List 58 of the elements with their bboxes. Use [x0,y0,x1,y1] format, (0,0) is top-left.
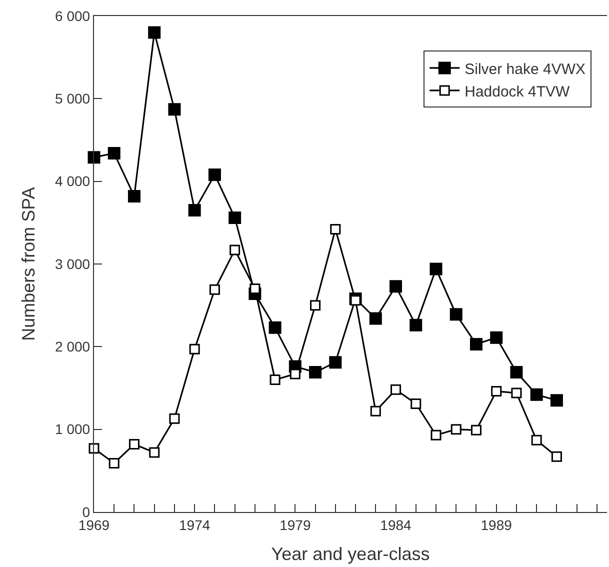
x-tick-label: 1979 [280,516,311,533]
point [330,224,341,235]
point [88,151,100,164]
legend-label: Silver hake 4VWX [464,60,586,78]
y-tick-label: 4 000 [55,173,90,190]
point [169,413,180,424]
point [530,388,543,401]
point [511,388,522,398]
point [88,443,100,454]
legend-label: Haddock 4TVW [464,83,570,100]
point [551,451,562,462]
point [108,146,120,160]
point [188,204,201,217]
point [189,344,200,354]
point [148,26,161,39]
x-axis-title: Year and year-class [271,544,430,564]
point [390,384,402,395]
y-tick-label: 3 000 [55,256,90,272]
point [450,308,462,321]
point [430,430,442,440]
point [149,447,160,458]
point [209,284,220,295]
y-axis-title: Numbers from SPA [18,187,38,341]
point [290,368,300,380]
point [208,168,221,181]
point [370,406,381,416]
point [230,244,240,256]
y-tick-label: 1 000 [55,421,90,438]
point [410,318,422,332]
x-tick-label: 1984 [380,516,412,533]
point [491,386,502,397]
point [470,338,482,350]
point [309,366,322,379]
point [430,262,442,276]
point [410,398,422,409]
point [168,103,181,116]
point [108,458,120,468]
point [450,424,462,435]
point [268,321,282,334]
point [128,438,140,450]
point [369,312,382,325]
point [228,211,242,224]
point [510,366,523,379]
y-tick-label: 2 000 [55,338,90,355]
point [310,300,321,311]
point [329,356,342,369]
point [270,374,280,385]
point [531,434,542,446]
point [470,424,482,436]
point [490,331,503,344]
point [550,394,563,407]
y-tick-label: 6 000 [55,8,90,24]
point [350,295,361,306]
point [128,190,140,202]
y-tick-label: 5 000 [55,90,90,107]
point [390,280,402,293]
x-tick-label: 1989 [480,516,512,533]
x-tick-label: 1974 [179,516,210,533]
